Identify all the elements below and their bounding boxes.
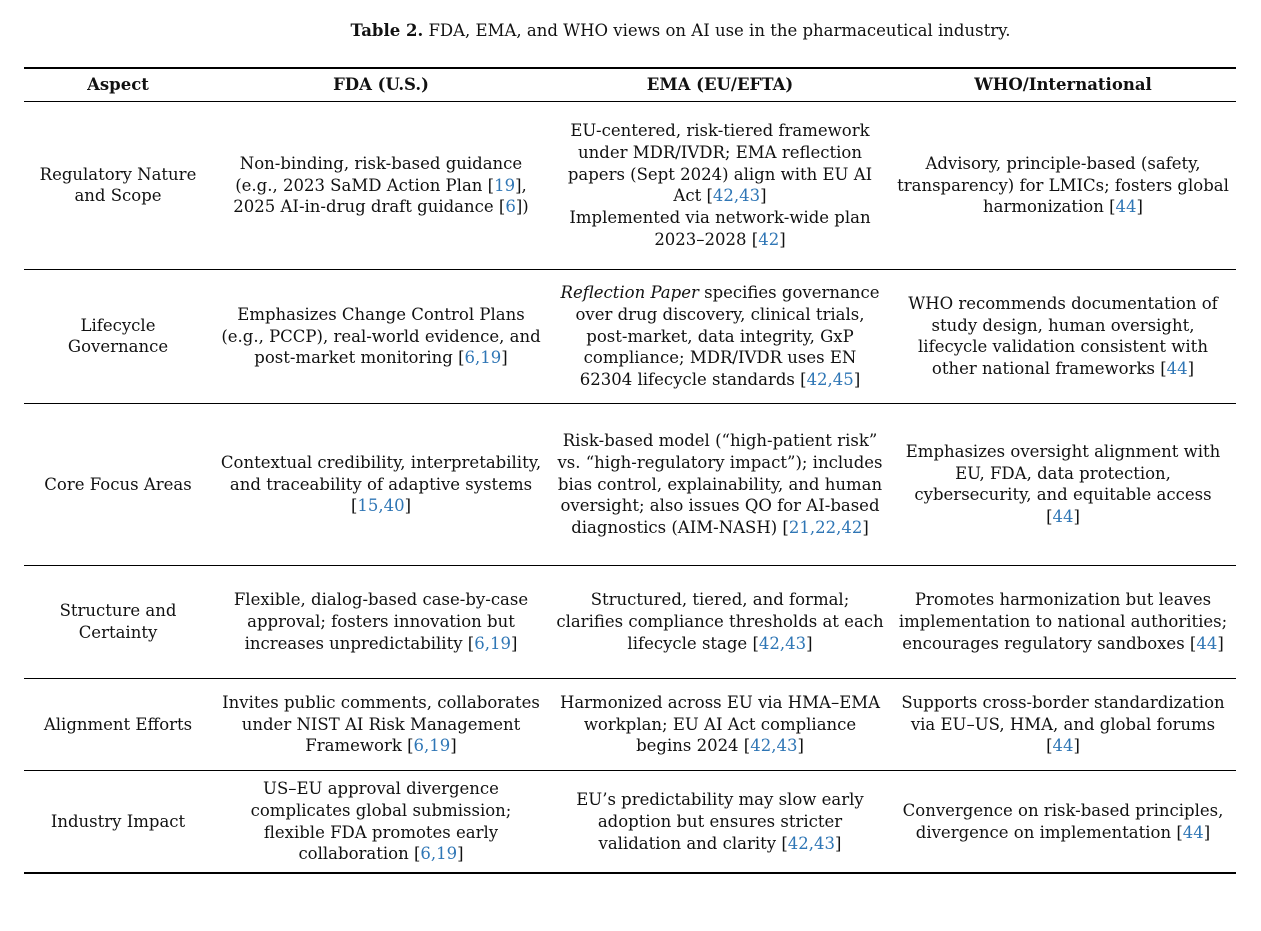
aspect-cell: Alignment Efforts	[43, 714, 193, 734]
who-cell: Promotes harmonization but leaves implem…	[898, 590, 1228, 653]
table-row: Regulatory Nature and Scope Non-binding, …	[24, 101, 1236, 270]
table-row: Core Focus Areas Contextual credibility, …	[24, 403, 1236, 566]
citation-link[interactable]: 6,19	[420, 844, 458, 864]
citation-link[interactable]: 6,19	[464, 348, 502, 368]
citation-link[interactable]: 44	[1182, 822, 1204, 842]
citation-link[interactable]: 44	[1115, 197, 1137, 217]
who-cell: Convergence on risk-based principles, di…	[902, 800, 1224, 842]
comparison-table: Aspect FDA (U.S.) EMA (EU/EFTA) WHO/Interna…	[24, 67, 1236, 875]
table-header: Aspect FDA (U.S.) EMA (EU/EFTA) WHO/Interna…	[24, 68, 1236, 102]
citation-link[interactable]: 6	[505, 197, 516, 217]
table-header-row: Aspect FDA (U.S.) EMA (EU/EFTA) WHO/Interna…	[24, 68, 1236, 102]
citation-link[interactable]: 42,43	[758, 633, 807, 653]
who-cell: Advisory, principle-based (safety, trans…	[897, 153, 1229, 217]
citation-link[interactable]: 44	[1052, 736, 1074, 756]
citation-link[interactable]: 42	[758, 229, 780, 249]
fda-cell: Emphasizes Change Control Plans (e.g., P…	[221, 304, 541, 368]
aspect-cell: Core Focus Areas	[44, 474, 192, 494]
aspect-cell: Lifecycle Governance	[67, 315, 169, 357]
citation-link[interactable]: 44	[1052, 507, 1074, 527]
column-header-fda: FDA (U.S.)	[333, 75, 429, 95]
citation-link[interactable]: 15,40	[357, 496, 405, 516]
citation-link[interactable]: 21,22,42	[788, 518, 863, 538]
fda-cell: US–EU approval divergence complicates gl…	[250, 779, 512, 864]
citation-link[interactable]: 44	[1166, 359, 1188, 379]
ema-cell: EU’s predictability may slow early adopt…	[576, 790, 864, 853]
citation-link[interactable]: 42,43	[787, 833, 836, 853]
table-caption-text: FDA, EMA, and WHO views on AI use in the…	[428, 21, 1011, 40]
ema-cell: Structured, tiered, and formal; clarifie…	[556, 590, 884, 653]
ema-cell: Harmonized across EU via HMA–EMA workpla…	[559, 692, 881, 756]
column-header-aspect: Aspect	[87, 75, 149, 95]
column-header-ema: EMA (EU/EFTA)	[646, 75, 794, 95]
citation-link[interactable]: 42,43	[712, 186, 761, 206]
table-caption: Table 2. FDA, EMA, and WHO views on AI u…	[0, 0, 1261, 41]
table-body: Regulatory Nature and Scope Non-binding, …	[24, 101, 1236, 874]
table-caption-label: Table 2.	[350, 21, 424, 40]
ema-cell: Risk-based model (“high-patient risk” vs…	[557, 431, 883, 538]
aspect-cell: Regulatory Nature and Scope	[39, 164, 197, 206]
fda-cell: Invites public comments, collaborates un…	[222, 692, 540, 756]
italic-text: Reflection Paper	[560, 283, 699, 303]
ema-cell: Reflection Paper specifies governance ov…	[560, 283, 880, 390]
fda-cell: Contextual credibility, interpretability…	[220, 452, 542, 516]
citation-link[interactable]: 44	[1196, 633, 1218, 653]
citation-link[interactable]: 42,45	[806, 370, 854, 390]
ema-cell: EU-centered, risk-tiered framework under…	[567, 121, 873, 249]
table-row: Industry Impact US–EU approval divergence…	[24, 770, 1236, 874]
table-row: Alignment Efforts Invites public comments…	[24, 678, 1236, 771]
fda-cell: Flexible, dialog-based case-by-case appr…	[233, 590, 529, 653]
citation-link[interactable]: 6,19	[474, 633, 511, 653]
table-row: Lifecycle Governance Emphasizes Change Co…	[24, 269, 1236, 404]
aspect-cell: Structure and Certainty	[59, 601, 177, 642]
citation-link[interactable]: 19	[494, 175, 516, 195]
citation-link[interactable]: 42,43	[750, 736, 798, 756]
fda-cell: Non-binding, risk-based guidance (e.g., …	[233, 153, 529, 217]
column-header-who: WHO/International	[974, 75, 1152, 95]
who-cell: Supports cross-border standardization vi…	[901, 692, 1225, 756]
table-row: Structure and Certainty Flexible, dialog-…	[24, 565, 1236, 679]
aspect-cell: Industry Impact	[50, 811, 186, 831]
who-cell: Emphasizes oversight alignment with EU, …	[905, 441, 1221, 527]
citation-link[interactable]: 6,19	[413, 736, 451, 756]
who-cell: WHO recommends documentation of study de…	[908, 293, 1218, 379]
